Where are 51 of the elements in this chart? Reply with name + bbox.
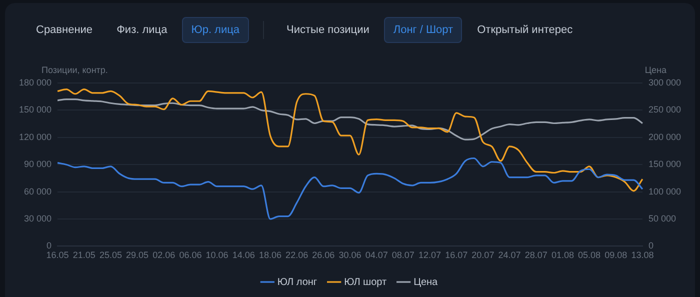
text: Лонг / Шорт [384, 17, 462, 43]
y-tick-label: 120 000 [18, 132, 52, 142]
y2-tick-label: 200 000 [648, 132, 682, 142]
y-tick-label: 60 000 [24, 186, 52, 196]
legend-label: ЮЛ лонг [277, 276, 318, 288]
line-series [56, 88, 644, 192]
x-tick-label: 25.05 [99, 250, 122, 260]
x-tick-label: 18.06 [258, 250, 282, 260]
x-tick-label: 29.05 [126, 250, 149, 260]
x-tick-label: 13.08 [631, 250, 654, 260]
x-tick-label: 05.08 [578, 250, 601, 260]
x-tick-label: 30.06 [338, 250, 362, 260]
x-tick-label: 16.07 [445, 250, 468, 260]
x-tick-label: 20.07 [472, 250, 494, 260]
x-tick-label: 22.06 [286, 250, 308, 260]
x-tick-label: 26.06 [312, 250, 335, 260]
x-tick-label: 01.08 [551, 250, 574, 260]
x-tick-label: 04.07 [365, 250, 388, 260]
y-tick-label: 90 000 [24, 159, 52, 170]
legend-label: Цена [414, 276, 438, 288]
text: Юр. лица [182, 17, 249, 43]
y2-tick-label: 150 000 [648, 159, 682, 170]
text: Открытый интерес [476, 23, 574, 38]
x-tick-label: 28.07 [524, 250, 548, 260]
y2-axis-title: Цена [644, 64, 666, 75]
x-tick-label: 02.06 [152, 250, 176, 260]
x-tick-label: 14.06 [232, 250, 255, 260]
y-tick-label: 30 000 [24, 213, 52, 224]
line-series [56, 98, 644, 140]
y-axis-title: Позиции, контр. [42, 64, 108, 75]
x-tick-label: 21.05 [72, 250, 96, 260]
line-series [56, 157, 644, 220]
text: Чистые позиции [286, 23, 370, 38]
x-tick-label: 12.07 [418, 250, 442, 260]
y2-tick-label: 50 000 [648, 213, 676, 224]
y2-tick-label: 0 [648, 240, 654, 251]
x-tick-label: 06.06 [179, 250, 202, 260]
y-tick-label: 180 000 [18, 77, 52, 88]
x-tick-label: 10.06 [206, 250, 228, 260]
legend-label: ЮЛ шорт [344, 276, 387, 288]
text: Сравнение [35, 23, 94, 38]
y2-tick-label: 300 000 [648, 77, 682, 88]
x-tick-label: 09.08 [604, 250, 628, 260]
text: Физ. лица [116, 23, 168, 38]
x-tick-label: 08.07 [392, 250, 414, 260]
x-tick-label: 16.05 [46, 250, 69, 260]
y2-tick-label: 100 000 [648, 186, 682, 196]
y-tick-label: 0 [46, 240, 52, 251]
y-tick-label: 150 000 [18, 104, 52, 115]
x-tick-label: 24.07 [498, 250, 521, 260]
y2-tick-label: 250 000 [648, 104, 682, 115]
